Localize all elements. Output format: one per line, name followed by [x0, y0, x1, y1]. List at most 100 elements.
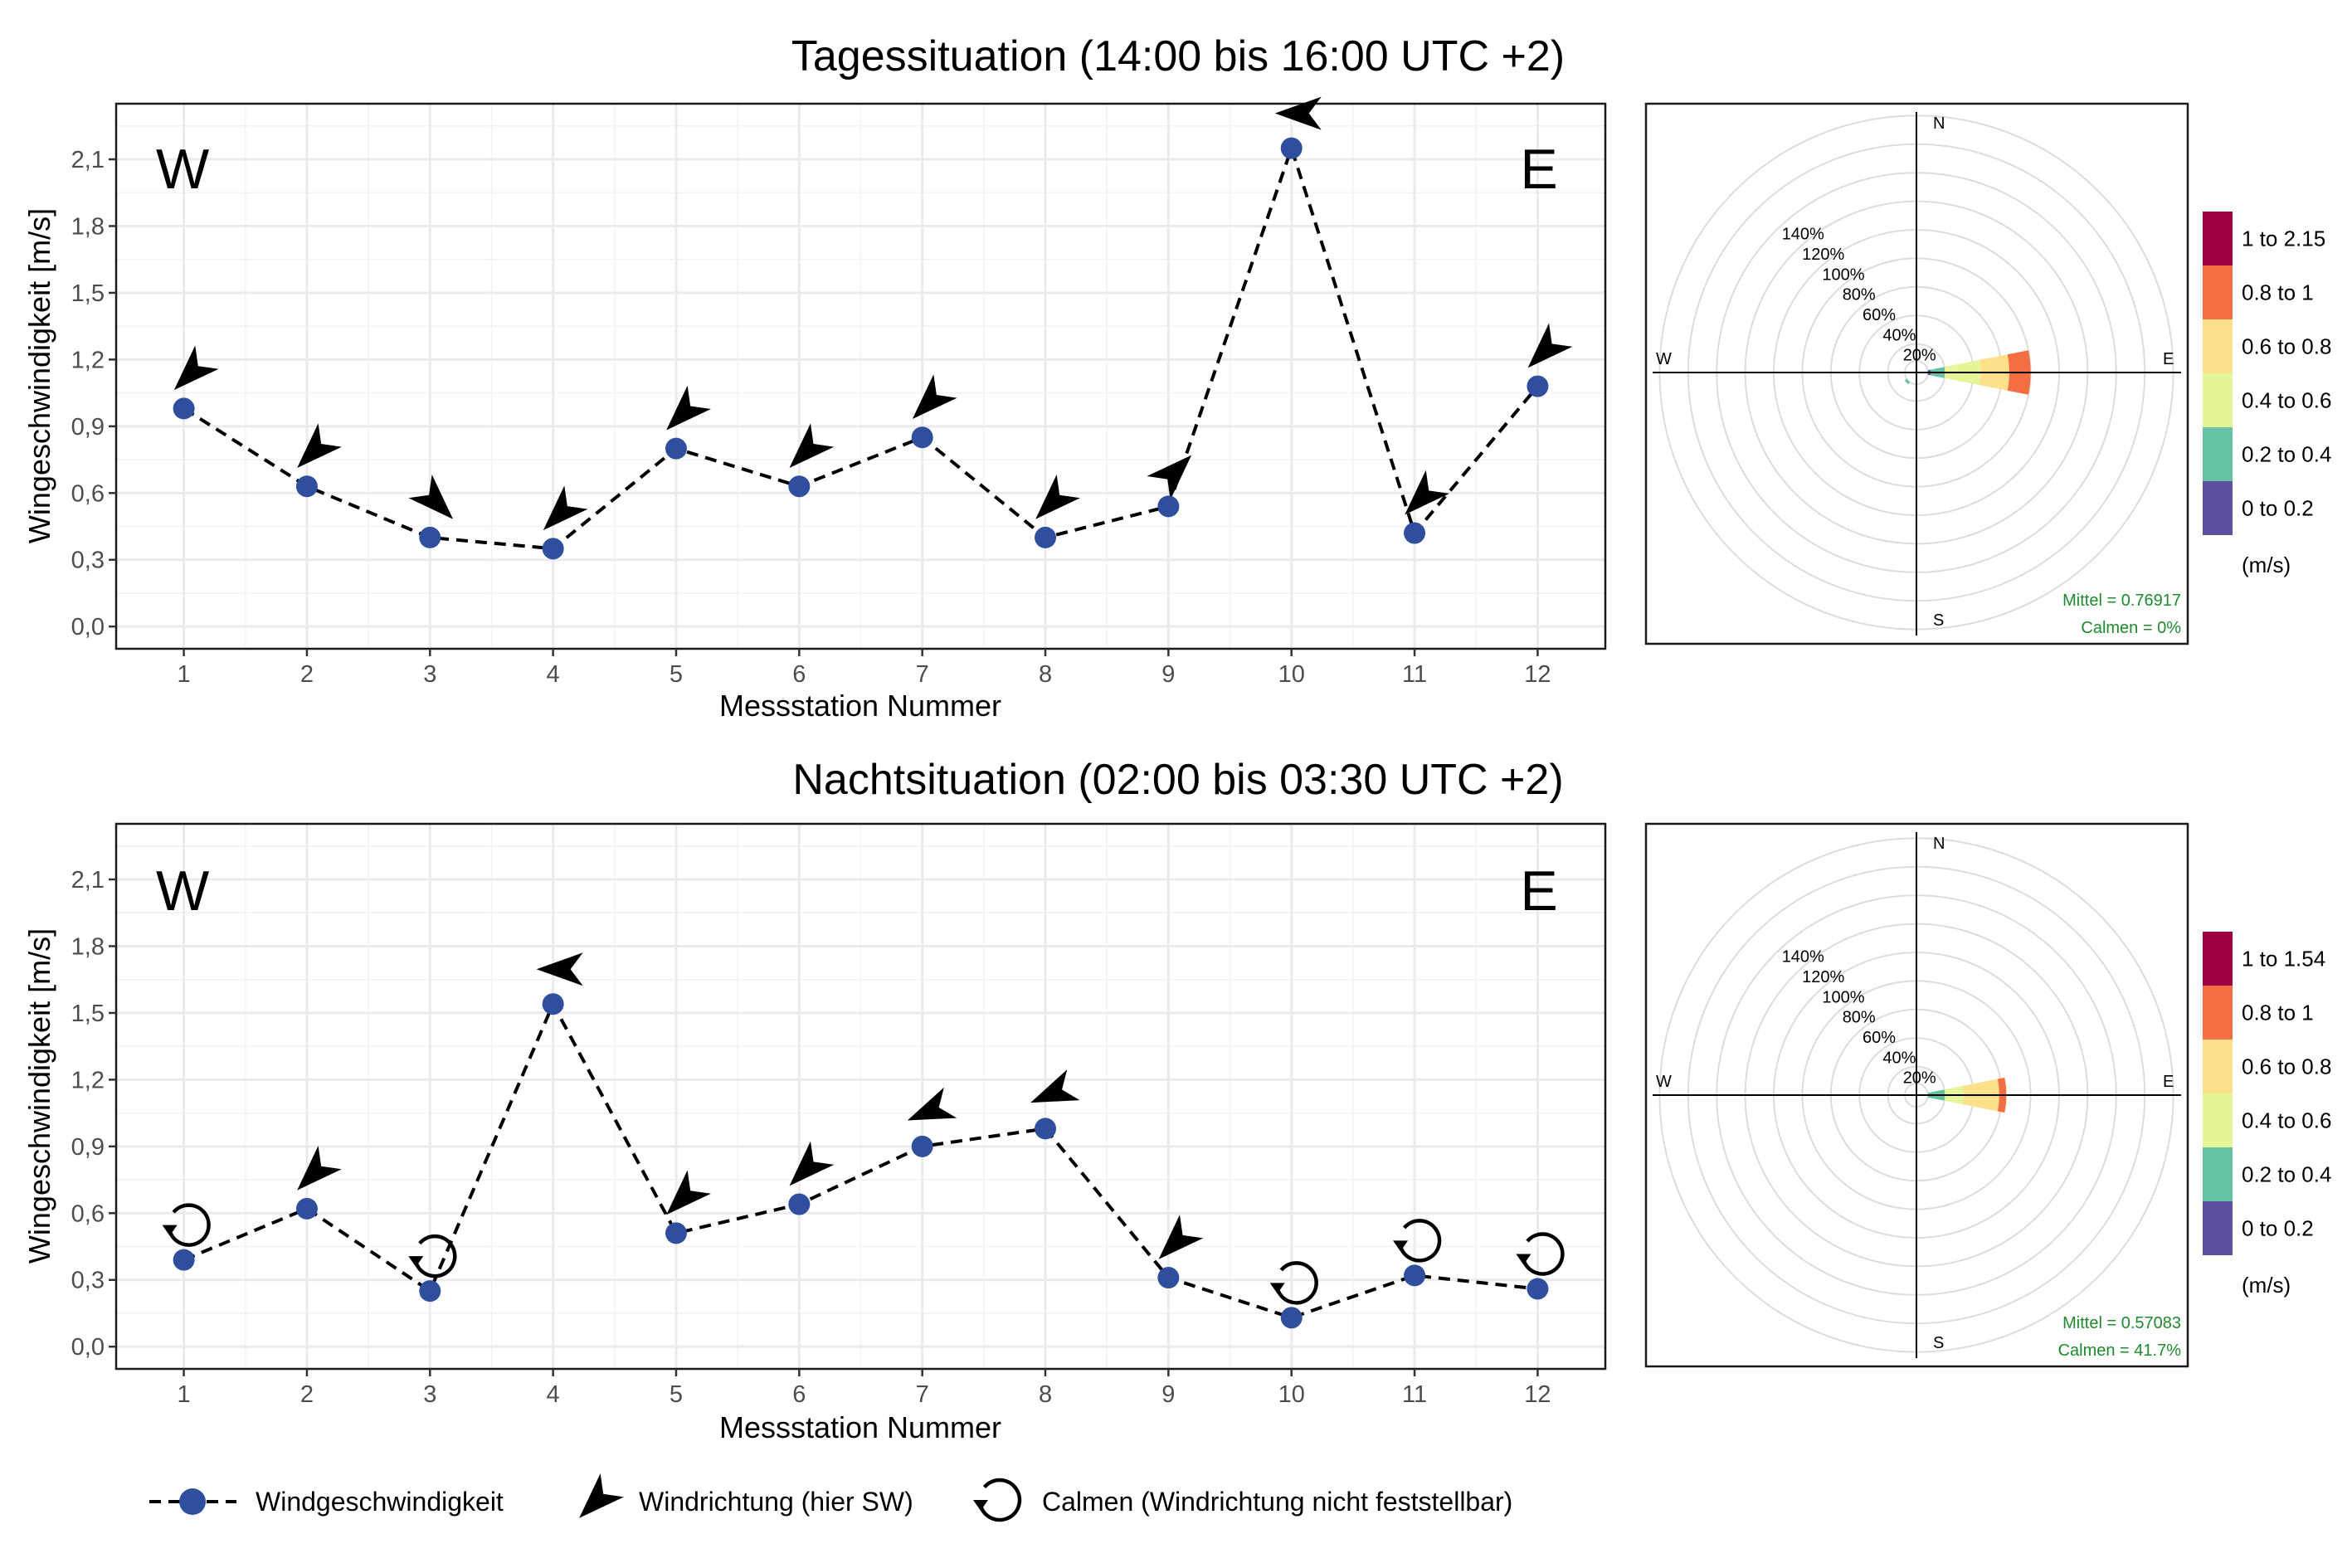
data-point: [1157, 495, 1180, 518]
x-tick-label: 7: [916, 1381, 929, 1408]
wind-arrow-icon: [543, 485, 588, 531]
x-tick-label: 8: [1039, 1381, 1052, 1408]
x-tick-label: 3: [423, 661, 436, 688]
legend-bin-label: 0.6 to 0.8: [2242, 334, 2331, 359]
wind-arrow-icon: [912, 374, 957, 420]
y-tick-label: 2,1: [71, 147, 105, 173]
y-tick-label: 1,8: [71, 933, 105, 960]
data-point: [1527, 375, 1549, 397]
data-point: [1404, 522, 1426, 544]
day-chart-frame: [114, 102, 1607, 650]
windrose-compass-label: N: [1933, 114, 1945, 133]
calm-arc: [1276, 1261, 1318, 1305]
legend-bin-label: 0.2 to 0.4: [2242, 442, 2331, 467]
windrose-ring-label: 120%: [1802, 246, 1844, 264]
calm-arc: [1399, 1219, 1442, 1263]
x-tick-label: 9: [1161, 1381, 1175, 1408]
windrose-stat: Calmen = 0%: [2081, 619, 2181, 637]
windrose-stat: Calmen = 41.7%: [2058, 1342, 2182, 1360]
day-speed-line: [183, 143, 1539, 551]
data-point: [788, 1193, 811, 1215]
data-point: [1404, 1264, 1426, 1287]
windrose-compass-label: E: [2163, 350, 2174, 368]
day-chart-east-label: E: [1520, 138, 1557, 201]
calm-arc: [414, 1234, 457, 1278]
legend-bin-label: 0 to 0.2: [2242, 496, 2314, 521]
calm-circle-icon: [1269, 1261, 1318, 1305]
windrose-ring-label: 140%: [1782, 226, 1824, 244]
wind-arrow-icon: [1147, 455, 1192, 500]
calm-arc: [1522, 1232, 1565, 1276]
windrose-ring-label: 120%: [1802, 968, 1844, 986]
legend-swatch: [2203, 427, 2233, 481]
legend-bin-label: 0.2 to 0.4: [2242, 1162, 2331, 1187]
wind-arrow-icon: [1158, 1215, 1204, 1259]
night-chart-east-label: E: [1520, 859, 1557, 923]
data-point: [788, 475, 811, 498]
x-tick-label: 11: [1402, 661, 1427, 688]
calm-arc: [168, 1203, 211, 1247]
legend-item-calm: Calmen (Windrichtung nicht feststellbar): [973, 1478, 1512, 1522]
data-point: [911, 1135, 933, 1157]
calm-arrowhead: [408, 1256, 424, 1268]
wind-arrow-icon: [536, 952, 583, 986]
data-point: [173, 1249, 195, 1271]
legend-label-calm: Calmen (Windrichtung nicht feststellbar): [1042, 1487, 1512, 1517]
windrose-compass-label: S: [1933, 1334, 1944, 1352]
legend-unit-label: (m/s): [2242, 1273, 2291, 1298]
legend-point: [179, 1488, 206, 1515]
day-chart-title: Tagessituation (14:00 bis 16:00 UTC +2): [791, 32, 1565, 80]
day-chart-y-axis-title: Wingeschwindigkeit [m/s]: [22, 208, 56, 543]
night-windrose: N E S W 20% 40% 60% 80% 100% 120%140% Mittel = 0.5…: [1644, 822, 2331, 1368]
data-point: [665, 437, 687, 460]
data-point: [1280, 137, 1303, 159]
calm-arrowhead: [1269, 1283, 1285, 1294]
day-windrose: N E S W 20% 40% 60% 80% 100%120% 140% Mittel = 0.7…: [1644, 102, 2331, 645]
x-tick-label: 12: [1524, 1381, 1551, 1408]
x-tick-label: 4: [547, 1381, 560, 1408]
calm-arrowhead: [162, 1225, 178, 1236]
data-point: [419, 1280, 441, 1303]
x-tick-label: 12: [1524, 661, 1551, 688]
legend-bin-label: 0.4 to 0.6: [2242, 1108, 2331, 1133]
legend-swatch: [2203, 319, 2233, 373]
windrose-ring-label: 80%: [1843, 1009, 1876, 1027]
legend-swatch: [2203, 986, 2233, 1040]
windrose-wedge: [1904, 378, 1911, 385]
y-tick-label: 1,2: [71, 347, 105, 373]
y-tick-label: 0,0: [71, 1334, 105, 1361]
windrose-compass-label: S: [1933, 611, 1944, 630]
windrose-stat: Mittel = 0.57083: [2062, 1314, 2181, 1332]
x-tick-label: 5: [670, 1381, 683, 1408]
data-point: [173, 397, 195, 420]
legend-swatch: [2203, 1147, 2233, 1201]
night-chart-grid: [116, 824, 1605, 1369]
calm-arrowhead: [1516, 1254, 1531, 1265]
x-tick-label: 7: [916, 661, 929, 688]
x-tick-label: 9: [1161, 661, 1175, 688]
legend-swatch: [2203, 1093, 2233, 1147]
windrose-ring-label: 40%: [1882, 1049, 1916, 1067]
x-tick-label: 5: [670, 661, 683, 688]
windrose-frame: [1644, 102, 2189, 645]
legend-swatch: [2203, 932, 2233, 986]
x-tick-label: 1: [178, 1381, 191, 1408]
data-point: [295, 1197, 318, 1220]
data-point: [911, 426, 933, 449]
data-point: [1157, 1267, 1180, 1289]
calm-circle-icon: [973, 1478, 1022, 1522]
windrose-frame: [1644, 822, 2189, 1368]
y-tick-label: 1,5: [71, 1001, 105, 1027]
windrose-compass-label: N: [1933, 835, 1945, 853]
x-tick-label: 2: [300, 661, 314, 688]
windrose-ring-label: 100%: [1822, 265, 1864, 284]
night-speed-line: [183, 1000, 1538, 1320]
night-chart-marks: [162, 952, 1565, 1329]
legend-swatch: [2203, 212, 2233, 265]
wind-arrow-icon: [789, 1141, 835, 1186]
windrose-stat: Mittel = 0.76917: [2062, 592, 2181, 610]
calm-circle-icon: [162, 1203, 211, 1247]
data-point: [1280, 1307, 1303, 1329]
x-tick-label: 1: [178, 661, 191, 688]
